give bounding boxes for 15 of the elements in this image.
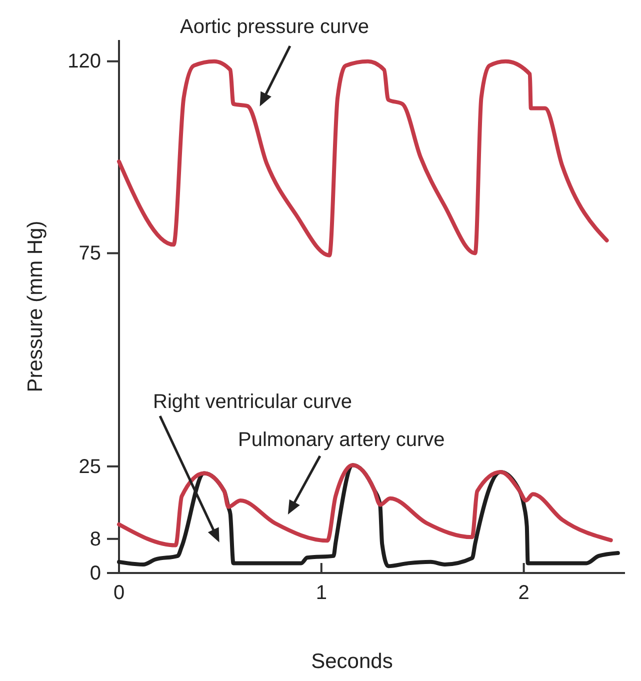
annotation: Pulmonary artery curve — [238, 429, 445, 451]
y-tick-label: 120 — [68, 50, 101, 73]
text: Aortic pressure curve — [180, 16, 369, 38]
y-tick-label: 0 — [90, 562, 101, 584]
y-tick-label: 75 — [78, 242, 101, 265]
y-axis-title: Pressure (mm Hg) — [24, 220, 47, 392]
x-tick-label: 1 — [316, 582, 327, 604]
line-series — [117, 463, 613, 548]
annotation: Right ventricular curve — [153, 391, 352, 413]
y-tick-label: 25 — [78, 456, 101, 478]
x-axis-title: Seconds — [311, 650, 393, 673]
y-tick-label: 8 — [90, 528, 101, 550]
line-series — [117, 59, 609, 258]
x-tick-label: 2 — [518, 582, 530, 604]
x-tick-label: 0 — [113, 582, 125, 604]
